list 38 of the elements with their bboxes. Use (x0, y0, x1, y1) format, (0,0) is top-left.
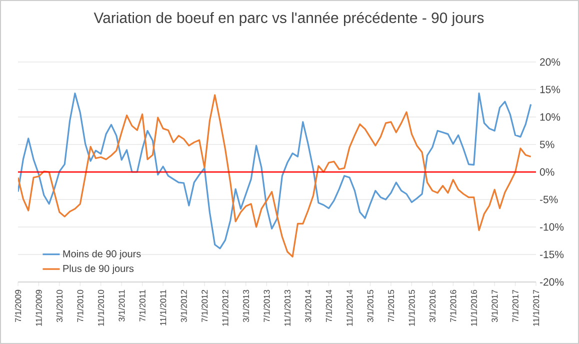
x-tick-label: 3/1/2012 (180, 290, 187, 322)
y-tick-label: 0% (540, 168, 554, 176)
x-tick-label: 3/1/2011 (118, 290, 125, 322)
x-tick-label: 3/1/2014 (304, 290, 312, 322)
x-tick-label: 3/1/2016 (429, 290, 436, 322)
x-tick-label: 7/1/2009 (14, 290, 22, 322)
y-tick-label: -10% (540, 223, 564, 231)
x-tick-label: 7/1/2016 (450, 290, 456, 322)
y-tick-label: -15% (540, 250, 564, 258)
y-tick-label: -5% (540, 196, 558, 204)
x-tick-label: 7/1/2017 (512, 290, 518, 322)
x-tick-label: 7/1/2015 (388, 290, 394, 322)
y-tick-label: 5% (540, 140, 554, 148)
y-tick-label: 20% (540, 58, 560, 66)
x-tick-label: 3/1/2017 (491, 290, 498, 322)
x-tick-label: 7/1/2012 (201, 290, 208, 322)
x-tick-label: 11/1/2016 (470, 290, 477, 326)
legend-label: Plus de 90 jours (63, 264, 134, 274)
y-tick-label: -20% (540, 278, 564, 286)
x-tick-label: 7/1/2010 (77, 290, 84, 322)
x-tick-label: 11/1/2014 (346, 290, 353, 326)
x-tick-label: 3/1/2013 (242, 290, 250, 322)
x-tick-label: 11/1/2015 (408, 290, 415, 326)
x-tick-label: 11/1/2010 (98, 290, 104, 326)
chart-title: Variation de boeuf en parc vs l'année précédente - 90 jours (94, 12, 484, 26)
x-tick-label: 11/1/2009 (36, 290, 42, 326)
legend-label: Moins de 90 jours (63, 250, 141, 260)
x-tick-label: 11/1/2017 (532, 290, 540, 326)
x-tick-label: 3/1/2010 (56, 290, 63, 322)
x-tick-label: 11/1/2013 (284, 290, 290, 326)
y-tick-label: 15% (540, 86, 560, 94)
x-tick-label: 11/1/2011 (160, 290, 166, 326)
x-tick-label: 11/1/2012 (222, 290, 228, 326)
x-tick-label: 7/1/2011 (139, 290, 146, 322)
x-tick-label: 7/1/2013 (264, 290, 270, 322)
x-tick-label: 3/1/2015 (367, 290, 374, 322)
y-tick-label: 10% (540, 113, 560, 121)
x-tick-label: 7/1/2014 (326, 290, 332, 322)
